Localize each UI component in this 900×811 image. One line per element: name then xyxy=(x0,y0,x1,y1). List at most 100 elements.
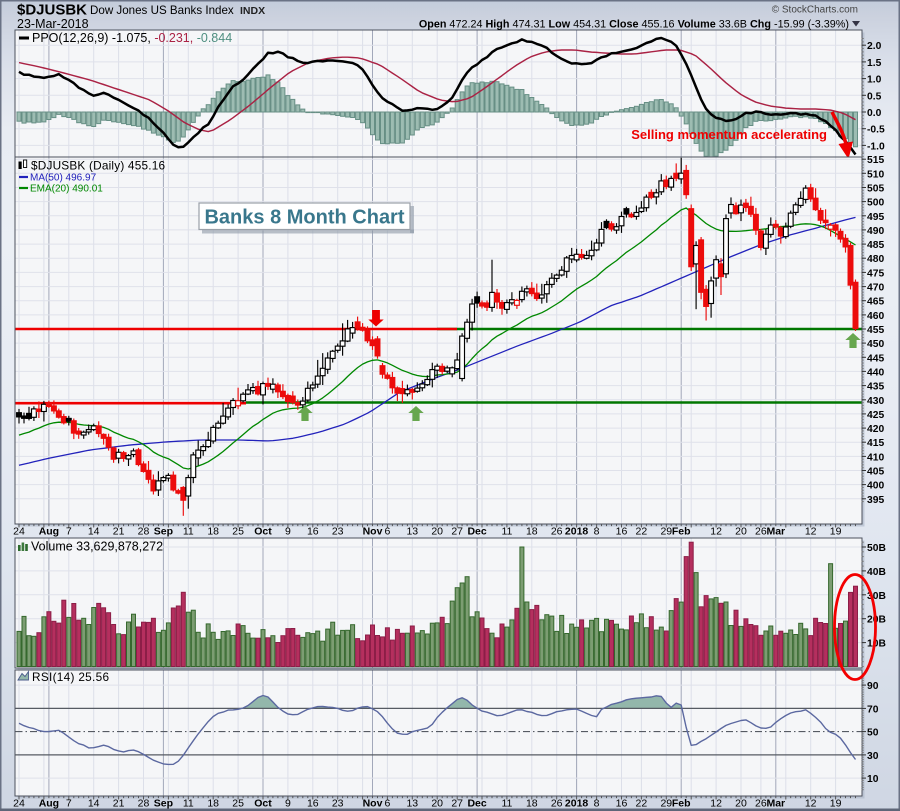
svg-text:9: 9 xyxy=(285,526,291,538)
svg-text:Feb: Feb xyxy=(672,526,691,538)
svg-text:6: 6 xyxy=(384,526,390,538)
svg-text:20: 20 xyxy=(735,526,747,538)
svg-text:12: 12 xyxy=(805,798,817,810)
svg-text:50: 50 xyxy=(867,728,879,739)
svg-text:29: 29 xyxy=(660,798,672,810)
svg-text:11: 11 xyxy=(501,526,512,538)
svg-text:Nov: Nov xyxy=(363,798,383,810)
svg-text:450: 450 xyxy=(867,339,884,350)
svg-text:0.5: 0.5 xyxy=(867,91,882,102)
svg-text:-1.0: -1.0 xyxy=(867,141,885,152)
svg-text:16: 16 xyxy=(307,798,319,810)
svg-text:405: 405 xyxy=(867,467,884,478)
svg-text:Mar: Mar xyxy=(766,526,785,538)
svg-text:Nov: Nov xyxy=(363,526,383,538)
svg-text:500: 500 xyxy=(867,198,884,209)
svg-text:12: 12 xyxy=(710,526,722,538)
svg-text:18: 18 xyxy=(207,798,219,810)
svg-text:20: 20 xyxy=(735,798,747,810)
svg-text:18: 18 xyxy=(207,526,219,538)
svg-text:22: 22 xyxy=(636,798,648,810)
svg-text:40B: 40B xyxy=(867,567,886,578)
svg-text:Dec: Dec xyxy=(467,798,486,810)
svg-text:400: 400 xyxy=(867,481,884,492)
svg-text:425: 425 xyxy=(867,410,884,421)
svg-text:26: 26 xyxy=(755,526,767,538)
svg-text:26: 26 xyxy=(551,526,563,538)
svg-text:INDX: INDX xyxy=(240,5,265,17)
svg-text:30: 30 xyxy=(867,751,879,762)
svg-text:480: 480 xyxy=(867,254,884,265)
svg-text:2.0: 2.0 xyxy=(867,41,882,52)
svg-text:16: 16 xyxy=(307,526,319,538)
svg-text:19: 19 xyxy=(830,798,842,810)
svg-text:435: 435 xyxy=(867,382,884,393)
svg-text:455: 455 xyxy=(867,325,884,336)
svg-text:Sep: Sep xyxy=(154,798,173,810)
svg-text:29: 29 xyxy=(660,526,672,538)
svg-text:460: 460 xyxy=(867,311,884,322)
svg-text:465: 465 xyxy=(867,297,884,308)
svg-text:420: 420 xyxy=(867,424,884,435)
svg-text:14: 14 xyxy=(88,798,100,810)
svg-text:© StockCharts.com: © StockCharts.com xyxy=(772,5,858,16)
svg-text:490: 490 xyxy=(867,226,884,237)
svg-text:Aug: Aug xyxy=(39,526,59,538)
svg-text:11: 11 xyxy=(501,798,512,810)
svg-text:13: 13 xyxy=(406,798,418,810)
svg-text:23: 23 xyxy=(332,526,344,538)
svg-text:23-Mar-2018: 23-Mar-2018 xyxy=(17,17,89,31)
svg-text:2018: 2018 xyxy=(565,798,589,810)
svg-text:410: 410 xyxy=(867,452,884,463)
svg-text:PPO(12,26,9) -1.075, -0.231, -: PPO(12,26,9) -1.075, -0.231, -0.844 xyxy=(32,31,232,45)
svg-text:7: 7 xyxy=(66,526,72,538)
svg-text:EMA(20) 490.01: EMA(20) 490.01 xyxy=(30,184,103,195)
svg-text:Dow Jones US Banks Index: Dow Jones US Banks Index xyxy=(90,4,234,17)
svg-text:23: 23 xyxy=(332,798,344,810)
svg-text:8: 8 xyxy=(594,798,600,810)
svg-text:510: 510 xyxy=(867,169,884,180)
svg-text:24: 24 xyxy=(13,798,25,810)
svg-text:21: 21 xyxy=(113,798,125,810)
svg-text:$DJUSBK (Daily) 455.16: $DJUSBK (Daily) 455.16 xyxy=(31,159,165,173)
svg-text:12: 12 xyxy=(710,798,722,810)
svg-text:25: 25 xyxy=(232,526,244,538)
svg-text:28: 28 xyxy=(138,526,150,538)
svg-text:21: 21 xyxy=(113,526,125,538)
svg-text:16: 16 xyxy=(616,526,628,538)
svg-text:415: 415 xyxy=(867,438,884,449)
svg-text:19: 19 xyxy=(830,526,842,538)
svg-text:395: 395 xyxy=(867,495,884,506)
svg-text:1.5: 1.5 xyxy=(867,58,882,69)
svg-text:475: 475 xyxy=(867,268,884,279)
svg-text:-0.5: -0.5 xyxy=(867,125,885,136)
svg-text:8: 8 xyxy=(594,526,600,538)
svg-text:22: 22 xyxy=(636,526,648,538)
svg-text:Feb: Feb xyxy=(672,798,691,810)
svg-text:Dec: Dec xyxy=(467,526,486,538)
svg-text:11: 11 xyxy=(183,526,194,538)
svg-text:28: 28 xyxy=(138,798,150,810)
svg-text:70: 70 xyxy=(867,704,879,715)
svg-text:12: 12 xyxy=(805,526,817,538)
svg-text:10: 10 xyxy=(867,774,879,785)
svg-text:30B: 30B xyxy=(867,591,886,602)
svg-text:Banks 8 Month Chart: Banks 8 Month Chart xyxy=(204,207,404,229)
svg-text:27: 27 xyxy=(451,798,463,810)
svg-text:6: 6 xyxy=(384,798,390,810)
svg-text:18: 18 xyxy=(526,798,538,810)
svg-text:16: 16 xyxy=(616,798,628,810)
svg-text:11: 11 xyxy=(183,798,194,810)
svg-text:Sep: Sep xyxy=(154,526,173,538)
svg-text:430: 430 xyxy=(867,396,884,407)
svg-text:7: 7 xyxy=(66,798,72,810)
svg-text:Volume 33,629,878,272: Volume 33,629,878,272 xyxy=(31,540,163,554)
svg-text:515: 515 xyxy=(867,155,884,166)
svg-text:2018: 2018 xyxy=(565,526,589,538)
svg-text:25: 25 xyxy=(232,798,244,810)
svg-text:26: 26 xyxy=(755,798,767,810)
svg-text:Oct: Oct xyxy=(254,526,272,538)
svg-text:14: 14 xyxy=(88,526,100,538)
svg-text:90: 90 xyxy=(867,681,879,692)
svg-text:Mar: Mar xyxy=(766,798,785,810)
